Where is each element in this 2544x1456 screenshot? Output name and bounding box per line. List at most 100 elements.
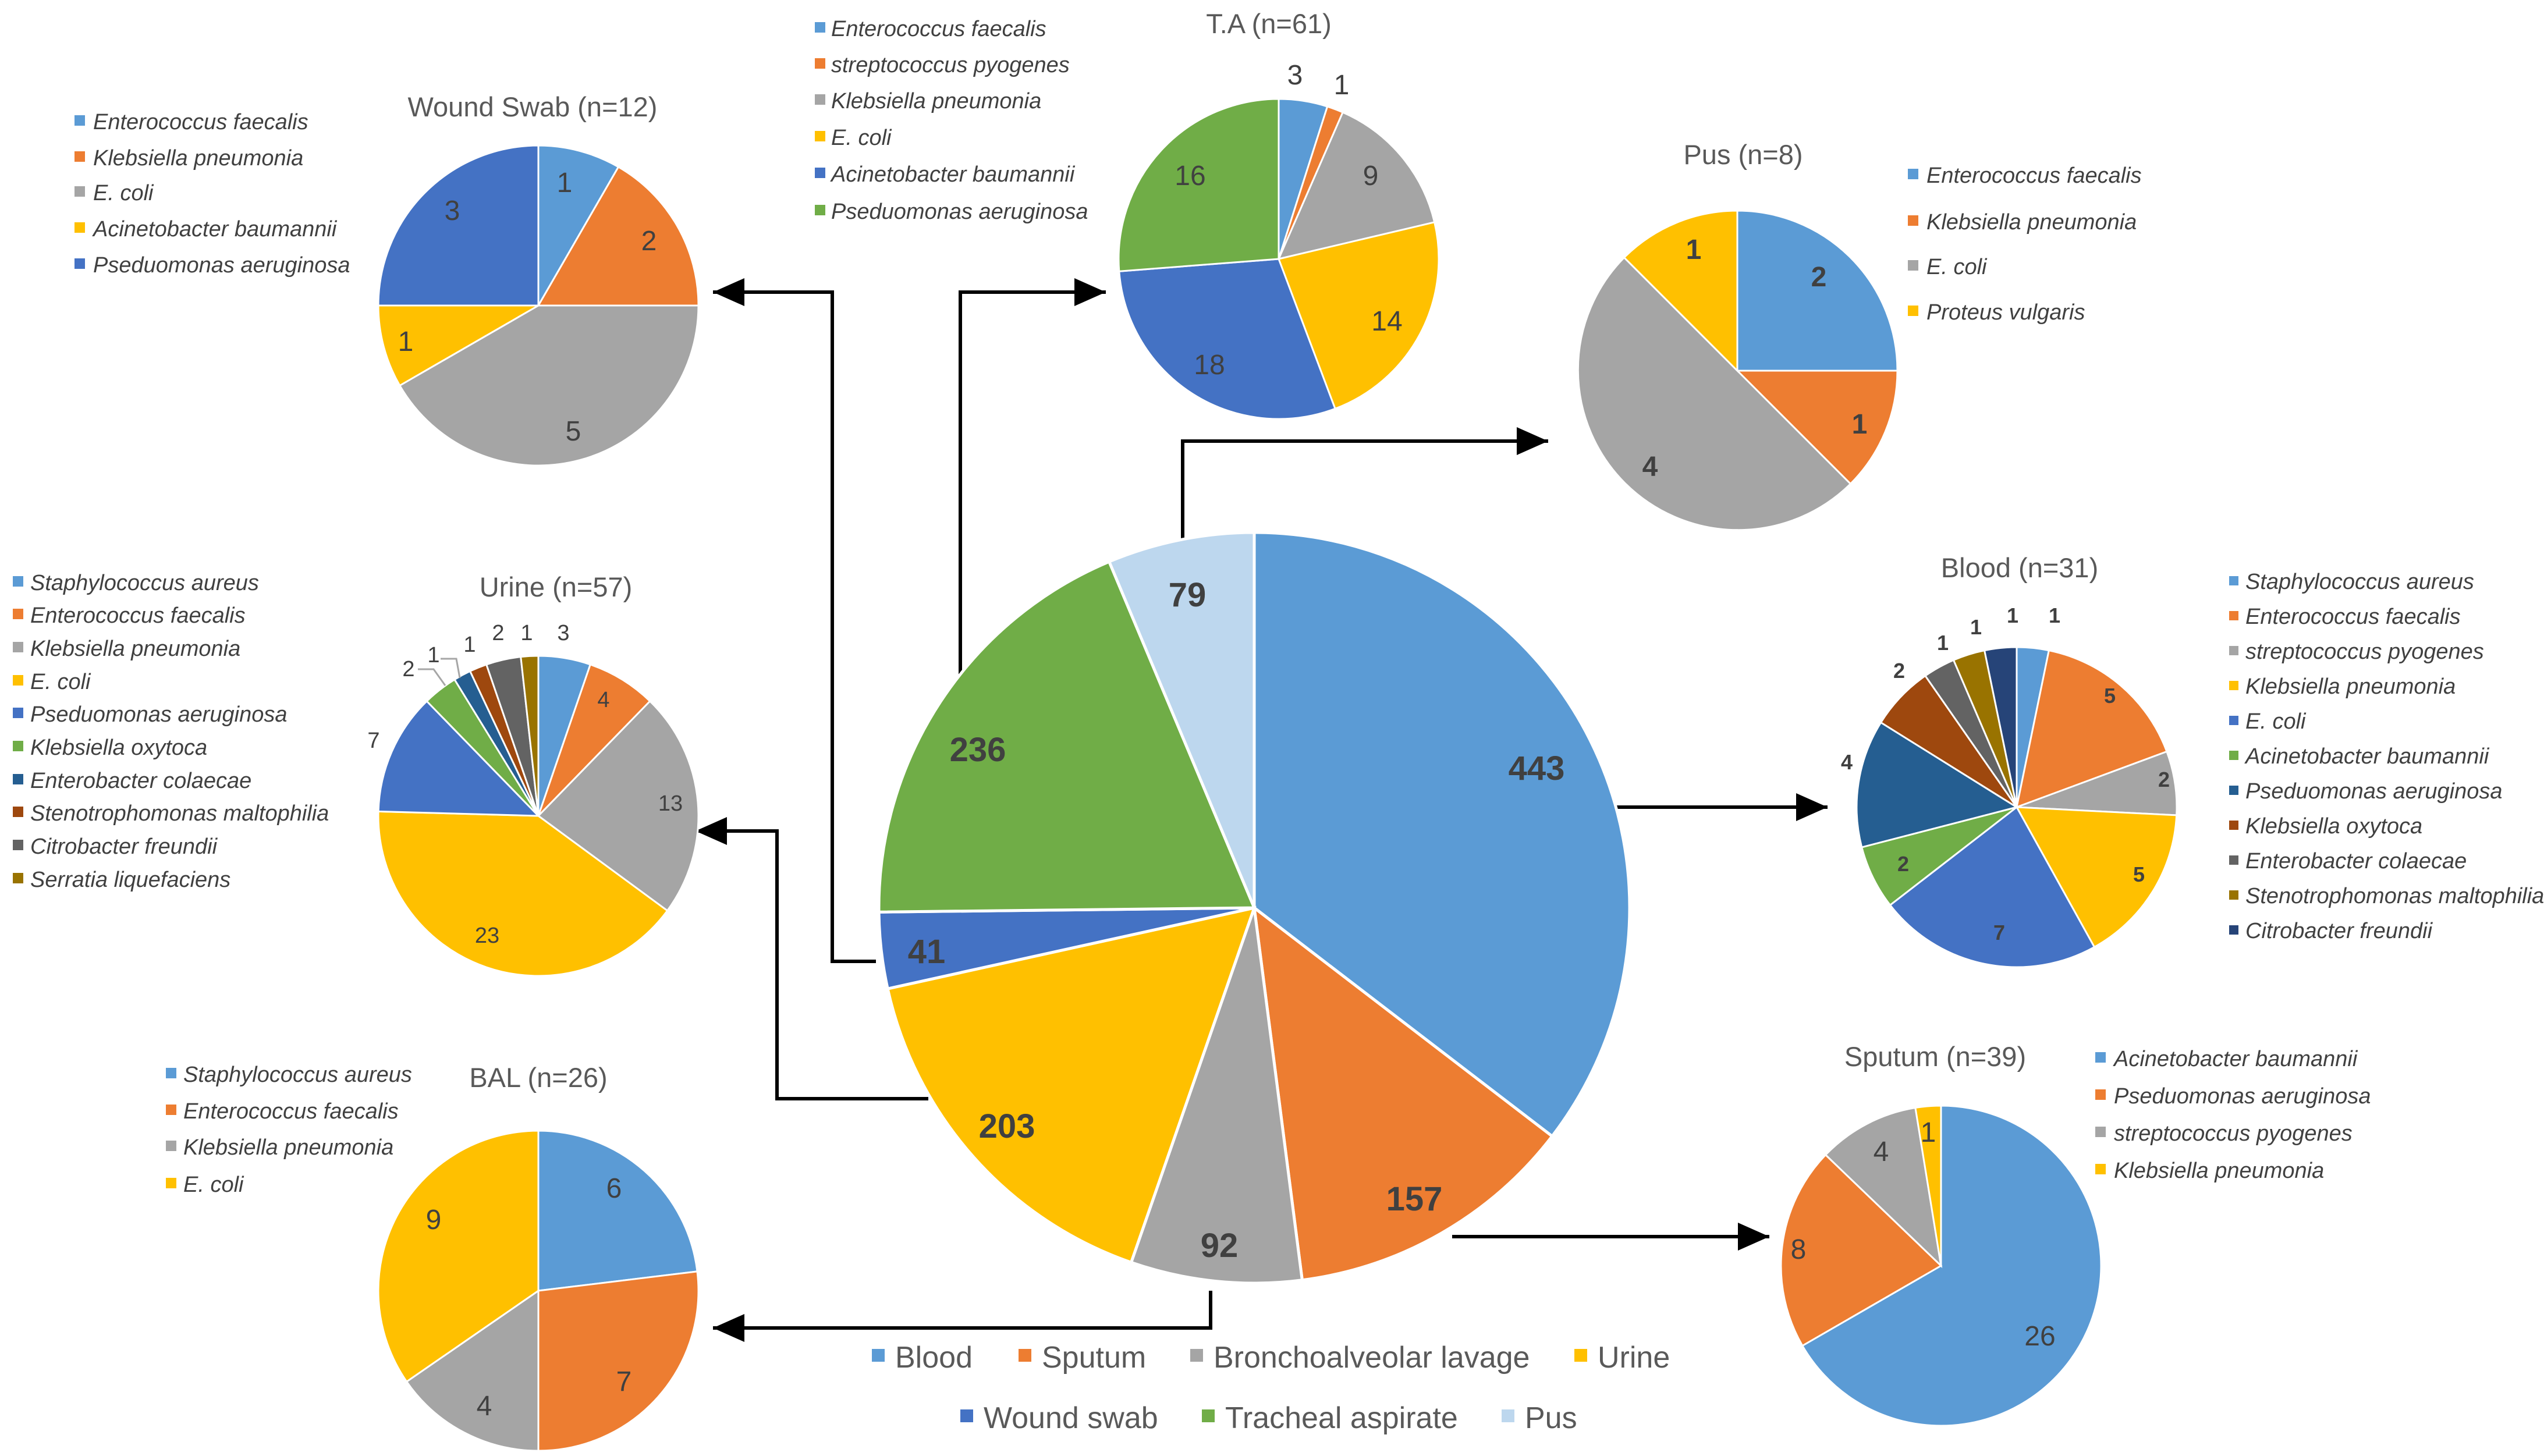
blood-legend-label-10: Stenotrophomonas maltophilia [2245,884,2544,908]
urine-legend-swatch-4 [13,675,23,686]
wound-swab-legend-label-4: Acinetobacter baumannii [92,217,338,242]
arrow-to-urine [696,817,928,1100]
bal-legend-label-3: Klebsiella pneumonia [183,1135,393,1160]
blood-legend-label-9: Enterobacter colaecae [2245,849,2467,873]
ta-label-pseduomonas-aeruginosa: 16 [1175,161,1205,191]
sputum-legend-label-3: streptococcus pyogenes [2114,1121,2353,1146]
main-legend-item-pus: Pus [1502,1401,1577,1435]
ta-legend-label-2: streptococcus pyogenes [831,53,1070,77]
urine-legend-label-6: Klebsiella oxytoca [30,736,207,760]
pus-legend: Enterococcus faecalis Klebsiella pneumon… [1908,164,2142,325]
main-legend-label-wound-swab: Wound swab [984,1401,1158,1435]
main-label-bronchoalveolar-lavage: 92 [1201,1227,1239,1265]
pus-label-klebsiella-pneumonia: 1 [1852,409,1868,440]
blood-pie-title: Blood (n=31) [1941,552,2098,583]
sputum-label-klebsiella-pneumonia: 1 [1921,1117,1936,1148]
sputum-slice-acinetobacter-baumannii [1801,1105,2102,1427]
blood-legend-swatch-10 [2229,890,2238,900]
main-pie-data-labels: 443 157 92 203 41 236 79 [908,576,1565,1265]
urine-legend-swatch-1 [13,576,23,587]
connector-arrows [696,278,1828,1342]
wound-swab-slice-e-coli [398,304,700,467]
blood-slice-e-coli [1889,805,2096,968]
ta-legend-label-4: E. coli [831,126,892,150]
sputum-label-streptococcus-pyogenes: 4 [1874,1137,1889,1167]
ta-legend-label-1: Enterococcus faecalis [831,17,1046,41]
pus-legend-label-1: Enterococcus faecalis [1926,164,2142,188]
pus-pie-data-labels: 2 1 4 1 [1642,235,1868,482]
main-legend-swatch-bronchoalveolar-lavage [1190,1349,1203,1362]
urine-legend-swatch-6 [13,741,23,751]
ta-slice-e-coli [1277,221,1440,410]
urine-legend-swatch-3 [13,642,23,652]
ta-label-e-coli: 14 [1371,306,1402,337]
blood-pie-slices [1855,646,2178,968]
main-legend-item-urine: Urine [1574,1341,1670,1375]
urine-legend-label-8: Stenotrophomonas maltophilia [30,801,329,826]
main-label-urine: 203 [979,1107,1035,1145]
main-legend-item-bronchoalveolar-lavage: Bronchoalveolar lavage [1190,1341,1530,1375]
wound-swab-legend: Enterococcus faecalis Klebsiella pneumon… [74,110,350,278]
urine-pie-data-labels: 3 4 13 23 7 2 1 1 2 1 [367,621,683,948]
main-legend-item-tracheal-aspirate: Tracheal aspirate [1202,1401,1458,1435]
blood-legend-label-4: Klebsiella pneumonia [2245,674,2456,699]
blood-label-citrobacter-freundii: 1 [2007,603,2018,627]
wound-swab-legend-swatch-5 [74,258,85,269]
blood-label-staphylococcus-aureus: 1 [2049,603,2060,627]
ta-label-streptococcus-pyogenes: 1 [1334,70,1350,101]
sputum-legend-label-4: Klebsiella pneumonia [2114,1159,2324,1183]
bal-legend-swatch-4 [166,1178,176,1188]
main-label-tracheal-aspirate: 236 [950,731,1006,769]
wound-swab-legend-label-5: Pseduomonas aeruginosa [93,253,350,278]
ta-legend-swatch-5 [815,168,825,178]
main-slice-sputum [1252,904,1555,1282]
urine-label-pseduomonas-aeruginosa: 7 [367,729,379,753]
bal-legend-label-4: E. coli [183,1173,244,1197]
main-legend-item-sputum: Sputum [1019,1341,1146,1375]
urine-label-serratia-liquefaciens: 1 [520,621,533,645]
sputum-pie-data-labels: 26 8 4 1 [1791,1117,2056,1352]
sputum-slice-pseduomonas-aeruginosa [1780,1153,1943,1347]
blood-label-streptococcus-pyogenes: 2 [2158,768,2170,791]
wound-swab-legend-label-2: Klebsiella pneumonia [93,146,303,171]
sputum-label-acinetobacter-baumannii: 26 [2024,1321,2055,1352]
sputum-label-pseduomonas-aeruginosa: 8 [1791,1234,1807,1265]
main-label-blood: 443 [1509,750,1565,787]
bal-slice-e-coli [377,1130,540,1383]
pus-legend-label-2: Klebsiella pneumonia [1926,210,2137,235]
arrow-to-bal [713,1291,1212,1342]
main-label-pus: 79 [1169,576,1207,614]
bal-slice-enterococcus-faecalis [537,1270,700,1452]
bal-pie-data-labels: 6 7 4 9 [426,1173,632,1422]
blood-label-klebsiella-pneumonia: 5 [2133,862,2145,886]
bal-legend-label-2: Enterococcus faecalis [183,1099,399,1124]
urine-slice-e-coli [377,810,669,977]
urine-slice-enterococcus-faecalis [537,663,651,817]
bal-pie-chart: BAL (n=26) 6 7 4 9 Staphylococcus aureus… [166,1062,700,1452]
bal-slice-klebsiella-pneumonia [405,1289,540,1452]
urine-legend-label-2: Enterococcus faecalis [30,603,246,628]
ta-label-klebsiella-pneumonia: 9 [1363,161,1379,191]
pus-legend-swatch-1 [1908,169,1918,179]
sputum-legend-label-1: Acinetobacter baumannii [2113,1047,2358,1071]
urine-slice-serratia-liquefaciens [520,655,540,816]
main-legend: Blood Sputum Bronchoalveolar lavage Urin… [872,1341,1670,1435]
ta-legend-label-6: Pseduomonas aeruginosa [831,200,1088,224]
urine-legend-label-7: Enterobacter colaecae [30,769,251,793]
main-legend-label-tracheal-aspirate: Tracheal aspirate [1225,1401,1458,1435]
ta-legend-swatch-2 [815,58,825,69]
bal-slice-staphylococcus-aureus [537,1130,698,1292]
blood-slice-pseduomonas-aeruginosa [1855,721,2019,848]
urine-label-stenotrophomonas-maltophilia: 1 [463,633,476,657]
bal-pie-title: BAL (n=26) [469,1062,607,1093]
main-legend-label-blood: Blood [895,1341,973,1375]
blood-legend-swatch-5 [2229,716,2238,725]
bal-label-e-coli: 9 [426,1205,442,1235]
main-slice-pus [1107,531,1256,908]
sputum-pie-title: Sputum (n=39) [1844,1041,2026,1072]
blood-label-acinetobacter-baumannii: 2 [1897,852,1909,876]
blood-label-enterococcus-faecalis: 5 [2104,684,2116,708]
ta-legend-label-3: Klebsiella pneumonia [831,89,1041,113]
urine-legend-swatch-9 [13,840,23,850]
main-legend-label-pus: Pus [1525,1401,1577,1435]
